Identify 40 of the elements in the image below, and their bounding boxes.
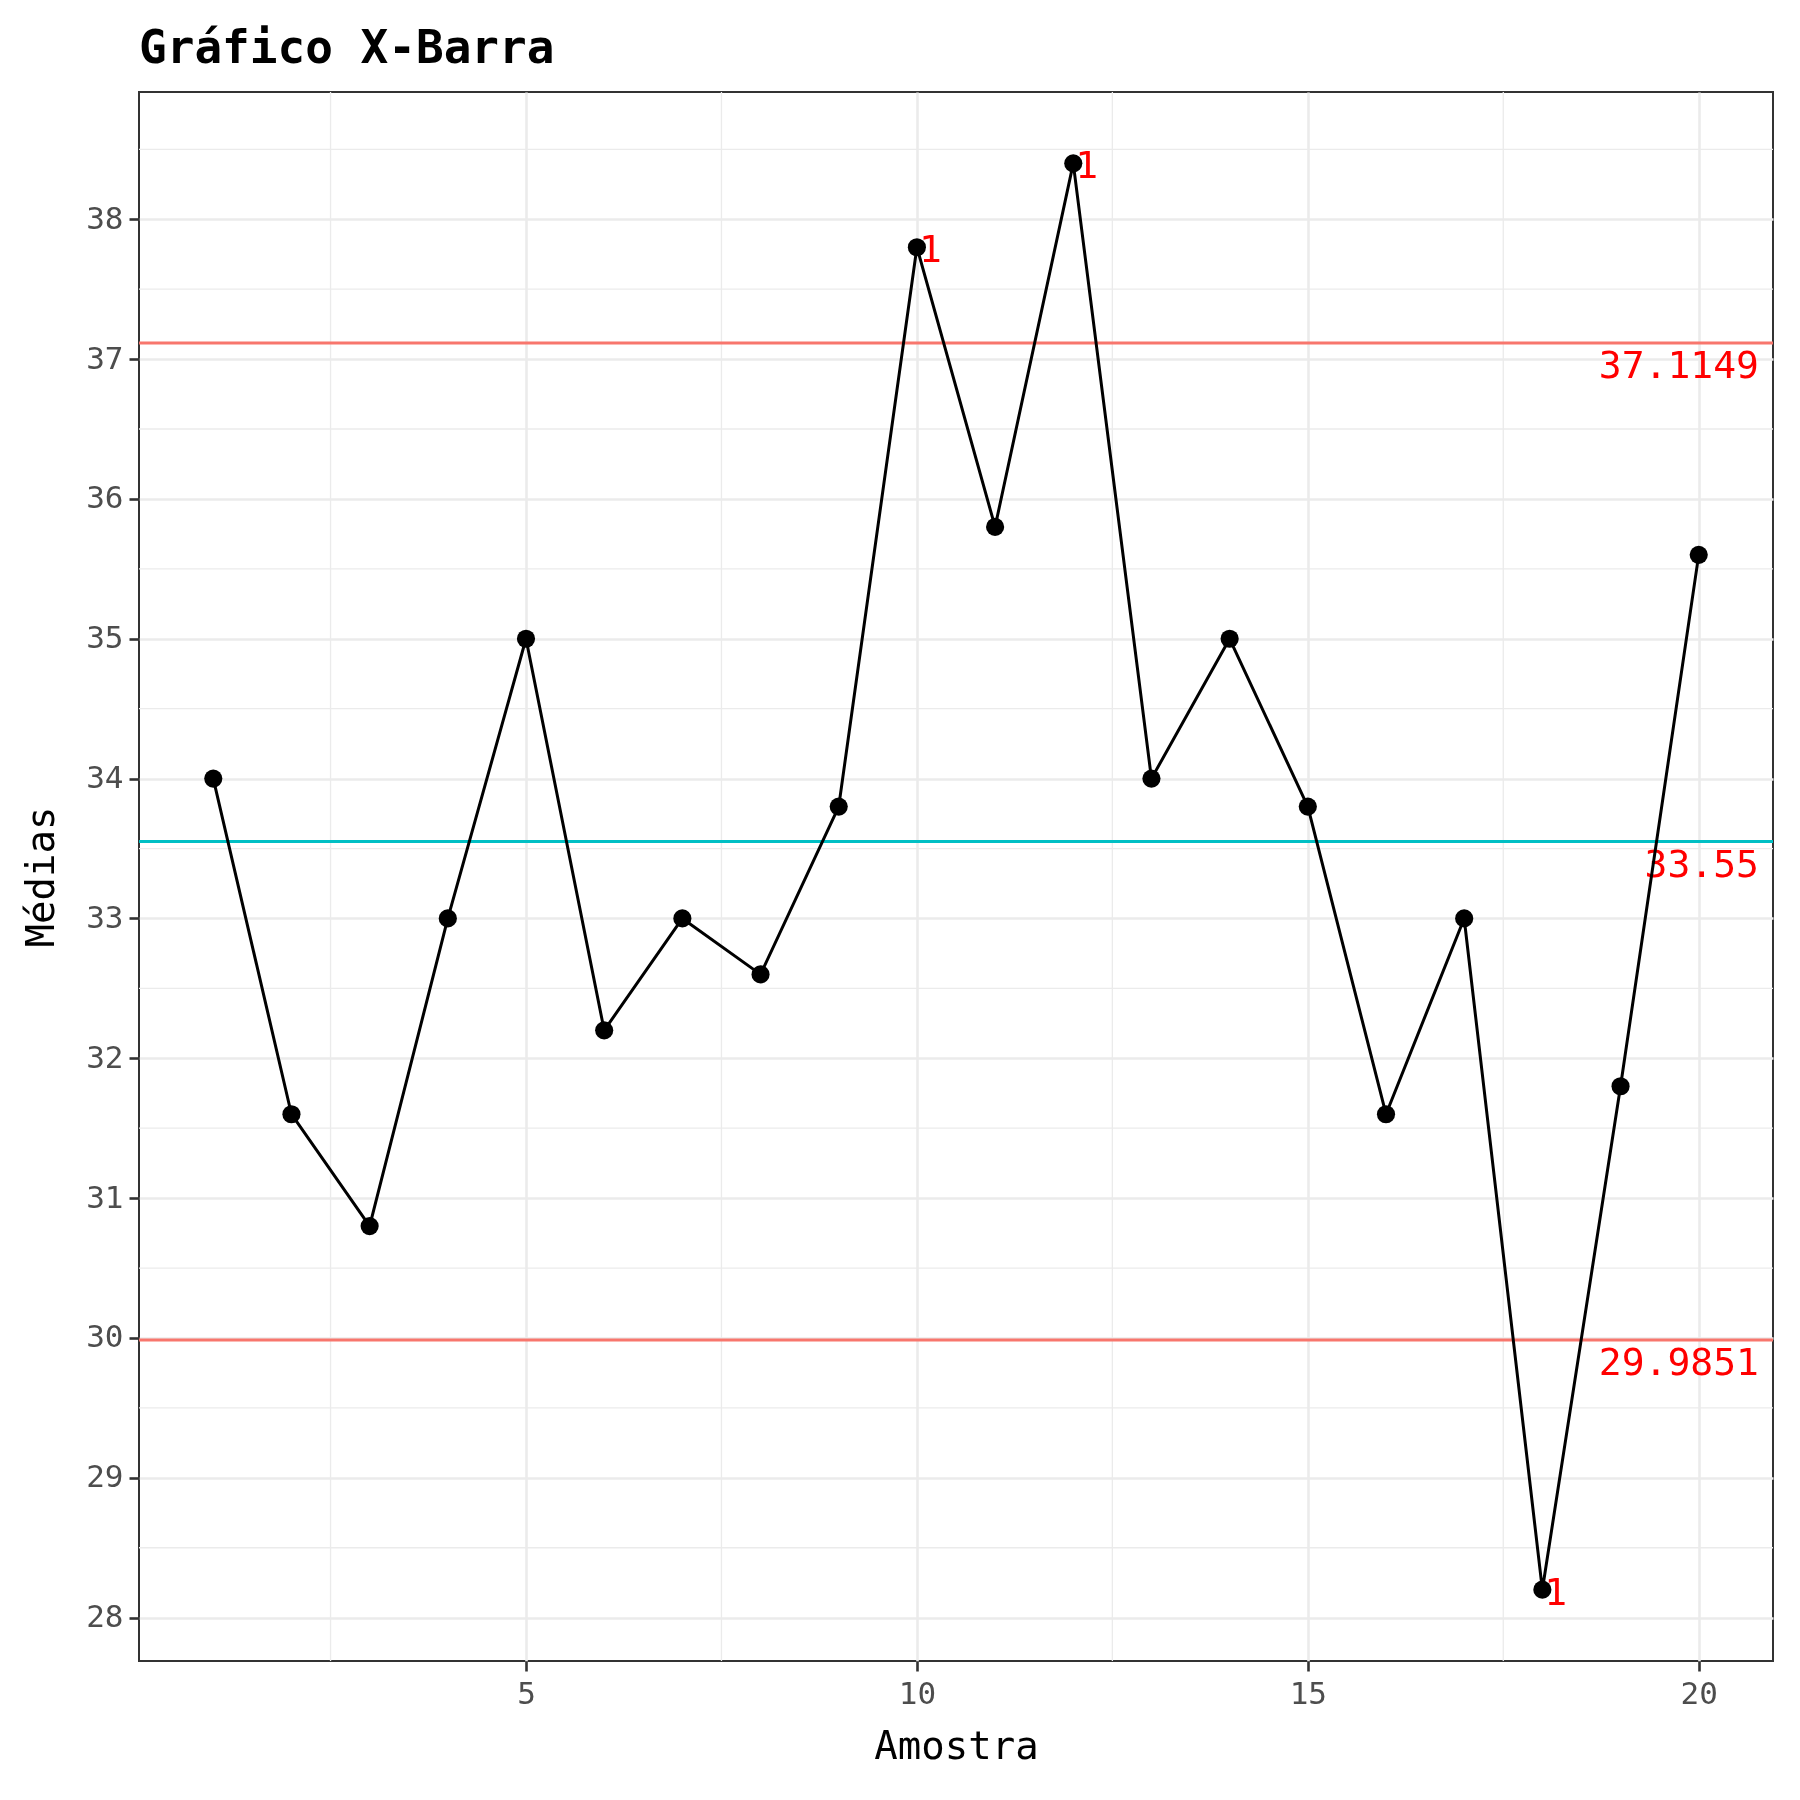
x-tick-label: 5 [517,1674,536,1711]
point [360,1217,379,1236]
y-tick-label: 36 [86,479,124,516]
y-tick-label: 35 [86,619,124,656]
y-tick-label: 32 [86,1038,124,1075]
point [595,1021,614,1040]
point [1142,769,1161,788]
ref-line-label: 37.1149 [1598,343,1759,388]
point [438,909,457,928]
y-tick-label: 29 [86,1458,124,1495]
y-tick-label: 28 [86,1598,124,1635]
point [282,1105,301,1124]
point [986,517,1005,536]
annotation: 1 [1075,143,1099,188]
y-tick-label: 33 [86,898,124,935]
point [1689,545,1708,564]
point [829,797,848,816]
point [516,629,536,648]
y-tick-label: 37 [86,339,124,376]
point [1298,797,1317,816]
point [1376,1105,1396,1124]
point [1455,909,1474,928]
ref-line-label: 29.9851 [1598,1340,1759,1385]
point [751,965,770,984]
y-tick-label: 30 [86,1318,124,1355]
annotation: 1 [1544,1569,1568,1614]
x-tick-label: 20 [1680,1674,1718,1711]
point [204,769,223,788]
x-tick-label: 10 [898,1674,937,1711]
y-axis-title: Médias [18,806,64,948]
annotation: 1 [918,227,942,272]
x-axis-title: Amostra [874,1722,1039,1768]
point [1611,1077,1630,1096]
x-tick-label: 15 [1289,1674,1327,1711]
y-tick-label: 34 [86,759,124,796]
y-tick-label: 31 [86,1178,124,1215]
point [673,909,692,928]
point [1220,629,1239,648]
chart-title: Gráfico X-Barra [139,20,555,75]
y-tick-label: 38 [86,199,124,236]
